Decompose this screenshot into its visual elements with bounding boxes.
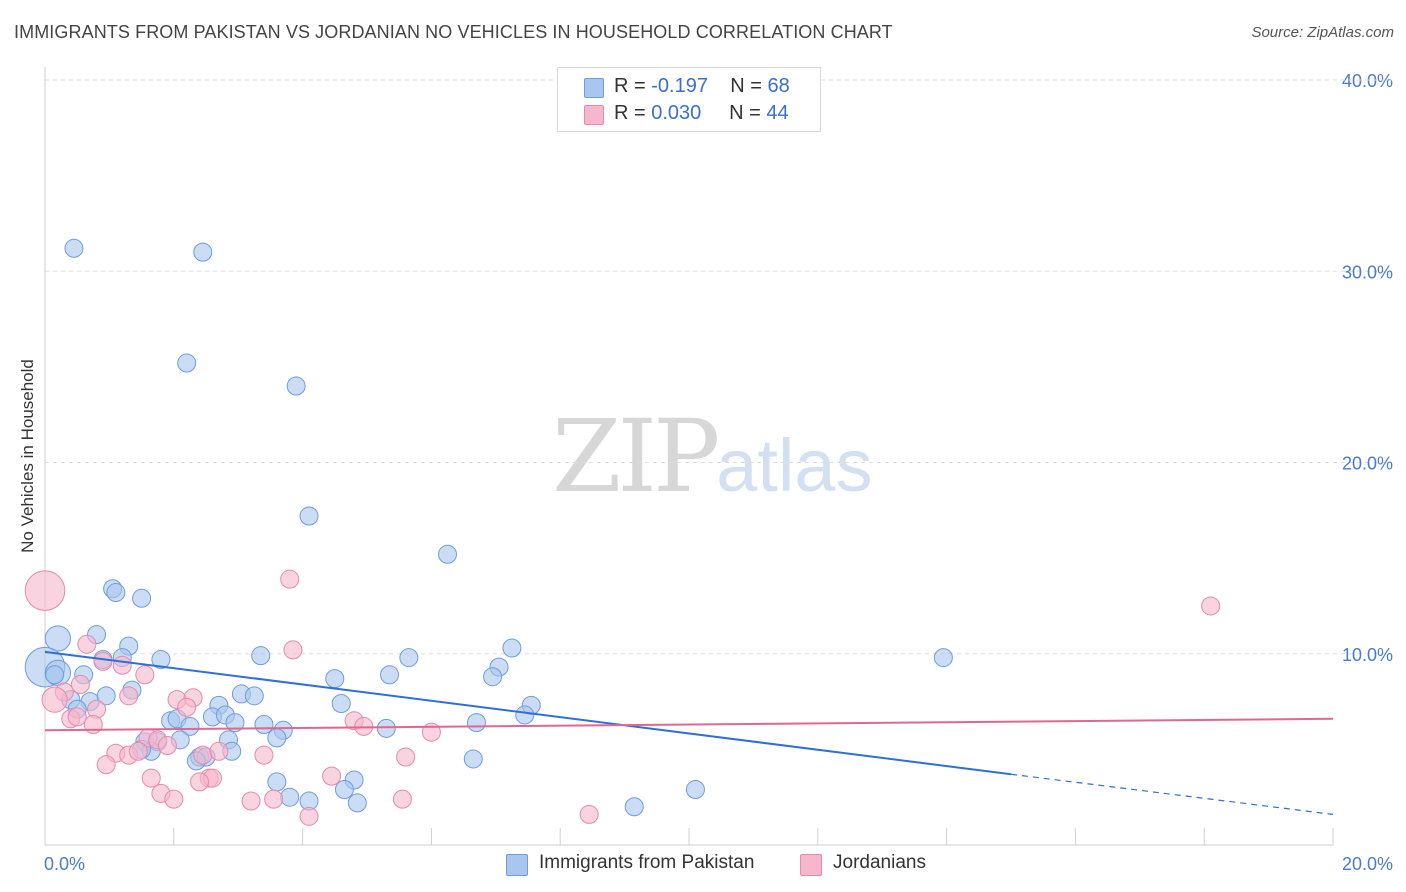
pakistan-point bbox=[325, 669, 345, 689]
pakistan-point bbox=[180, 716, 200, 736]
jordan-point bbox=[264, 789, 284, 809]
jordan-point bbox=[193, 745, 213, 765]
jordan-point bbox=[112, 655, 132, 675]
legend-n-value: 44 bbox=[766, 102, 789, 124]
chart-title: IMMIGRANTS FROM PAKISTAN VS JORDANIAN NO… bbox=[14, 22, 893, 42]
jordan-point bbox=[128, 741, 148, 761]
pakistan-point bbox=[151, 649, 171, 669]
legend-r-value: 0.030 bbox=[651, 102, 702, 124]
jordan-point bbox=[41, 686, 68, 713]
pakistan-point bbox=[44, 625, 71, 652]
jordan-point bbox=[209, 741, 229, 761]
pakistan-point bbox=[254, 715, 274, 735]
jordan-point bbox=[96, 755, 116, 775]
jordan-point bbox=[396, 747, 416, 767]
jordan-point bbox=[141, 768, 161, 788]
pakistan-point bbox=[380, 665, 400, 685]
jordan-point bbox=[1201, 596, 1221, 616]
x-tick-label: 0.0% bbox=[44, 854, 85, 874]
legend-swatch-pakistan bbox=[584, 78, 604, 98]
jordan-trend-line bbox=[44, 717, 1334, 732]
bottom-legend-label-pakistan: Immigrants from Pakistan bbox=[539, 852, 755, 873]
jordan-point bbox=[70, 674, 90, 694]
legend-r-value: -0.197 bbox=[651, 75, 708, 97]
pakistan-point bbox=[331, 693, 351, 713]
pakistan-point bbox=[483, 667, 503, 687]
pakistan-trend-extension bbox=[1010, 773, 1334, 815]
y-tick-label: 10.0% bbox=[1342, 645, 1393, 665]
pakistan-point bbox=[132, 588, 152, 608]
y-tick-label: 40.0% bbox=[1342, 71, 1393, 91]
correlation-legend: R = -0.197 N = 68 R = 0.030 N = 44 bbox=[557, 67, 821, 132]
jordan-point bbox=[283, 640, 303, 660]
legend-n-value: 68 bbox=[767, 75, 790, 97]
jordan-point bbox=[579, 804, 599, 824]
pakistan-point bbox=[334, 780, 354, 800]
pakistan-point bbox=[933, 648, 953, 668]
jordan-point bbox=[254, 745, 274, 765]
jordan-point bbox=[241, 791, 261, 811]
jordan-point bbox=[119, 686, 139, 706]
pakistan-point bbox=[244, 686, 264, 706]
pakistan-point bbox=[251, 646, 271, 666]
jordan-point bbox=[157, 736, 177, 756]
pakistan-point bbox=[267, 772, 287, 792]
jordan-point bbox=[280, 569, 300, 589]
jordan-point bbox=[392, 789, 412, 809]
pakistan-point bbox=[177, 353, 197, 373]
pakistan-point bbox=[347, 793, 367, 813]
jordan-point bbox=[93, 651, 113, 671]
y-tick-label: 20.0% bbox=[1342, 454, 1393, 474]
pakistan-point bbox=[225, 713, 245, 733]
pakistan-point bbox=[502, 638, 522, 658]
bottom-legend-label-jordan: Jordanians bbox=[833, 852, 926, 873]
jordan-point bbox=[177, 697, 197, 717]
jordan-point bbox=[164, 789, 184, 809]
pakistan-point bbox=[286, 376, 306, 396]
jordan-point bbox=[24, 570, 66, 611]
legend-r-label: R = bbox=[614, 102, 652, 124]
pakistan-point bbox=[685, 780, 705, 800]
pakistan-point bbox=[299, 506, 319, 526]
pakistan-point bbox=[438, 544, 457, 564]
x-tick-label: 20.0% bbox=[1342, 854, 1393, 874]
pakistan-point bbox=[399, 648, 419, 668]
source-credit: Source: ZipAtlas.com bbox=[1251, 24, 1394, 41]
pakistan-point bbox=[376, 718, 396, 738]
jordan-point bbox=[135, 665, 155, 685]
pakistan-point bbox=[463, 749, 483, 769]
bottom-swatch-jordan bbox=[800, 854, 822, 876]
legend-stats-jordan: R = 0.030 N = 44 bbox=[614, 102, 789, 125]
pakistan-point bbox=[193, 242, 213, 262]
legend-n-label: N = bbox=[729, 102, 767, 124]
pakistan-point bbox=[96, 686, 116, 706]
y-tick-label: 30.0% bbox=[1342, 262, 1393, 282]
pakistan-point bbox=[106, 583, 126, 603]
jordan-point bbox=[87, 699, 107, 719]
pakistan-point bbox=[64, 238, 84, 258]
jordan-point bbox=[67, 707, 87, 727]
jordan-point bbox=[322, 766, 342, 786]
pakistan-point bbox=[624, 797, 644, 817]
jordan-point bbox=[190, 772, 210, 792]
legend-stats-pakistan: R = -0.197 N = 68 bbox=[614, 75, 790, 98]
legend-n-label: N = bbox=[730, 75, 768, 97]
legend-r-label: R = bbox=[614, 75, 652, 97]
pakistan-trend-line bbox=[44, 650, 1012, 776]
pakistan-point bbox=[45, 665, 65, 685]
pakistan-point bbox=[280, 787, 300, 807]
bottom-swatch-pakistan bbox=[506, 854, 528, 876]
pakistan-point bbox=[515, 705, 535, 725]
jordan-point bbox=[299, 806, 319, 826]
jordan-point bbox=[77, 634, 97, 654]
legend-swatch-jordan bbox=[584, 105, 604, 125]
pakistan-point bbox=[267, 728, 287, 748]
pakistan-point bbox=[466, 713, 486, 733]
